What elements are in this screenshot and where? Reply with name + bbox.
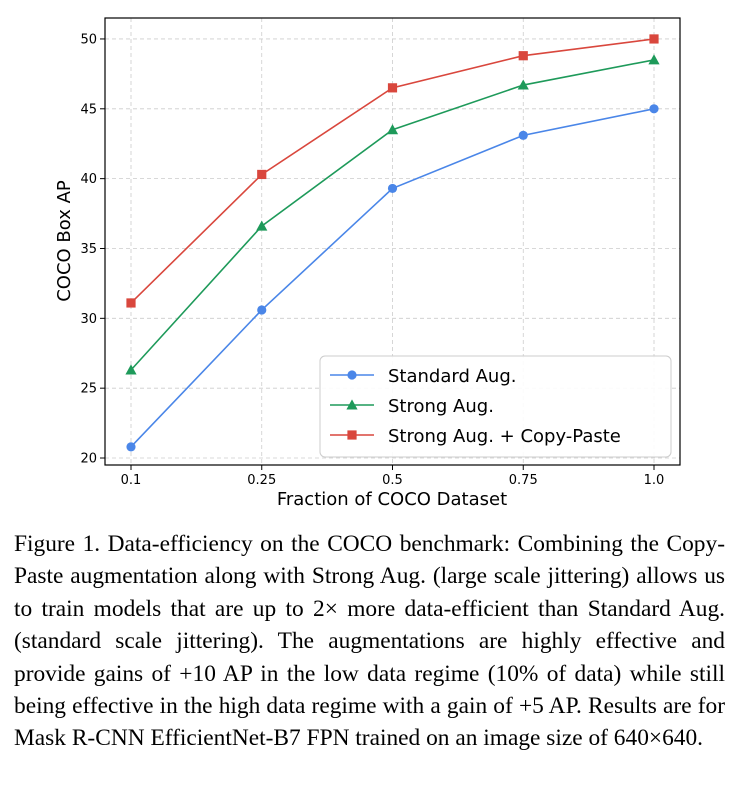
data-point [386, 124, 399, 135]
series-group [125, 34, 660, 452]
figure-caption: Figure 1. Data-efficiency on the COCO be… [14, 531, 725, 752]
data-point [257, 169, 267, 180]
legend-label-strong: Strong Aug. [388, 396, 494, 417]
x-tick-label: 0.25 [247, 473, 276, 488]
y-axis-label: COCO Box AP [54, 180, 75, 302]
y-tick-label: 45 [80, 102, 97, 117]
data-point [257, 305, 267, 315]
axes: 20 25 30 35 40 45 50 0.1 0.25 0.5 0.75 1.0 [80, 32, 664, 488]
data-point [649, 34, 659, 44]
data-point [649, 104, 659, 114]
data-point [648, 54, 660, 65]
data-point [256, 220, 268, 231]
series-3 [126, 34, 659, 308]
data-point [126, 442, 136, 452]
legend-marker [347, 370, 357, 380]
legend-marker [347, 430, 357, 440]
legend-label-copy-paste: Strong Aug. + Copy-Paste [388, 426, 621, 447]
x-tick-label: 0.1 [121, 473, 142, 488]
x-tick-label: 0.5 [382, 473, 403, 488]
x-axis-label: Fraction of COCO Dataset [277, 489, 507, 510]
data-point [126, 298, 136, 308]
y-tick-label: 20 [80, 452, 97, 467]
data-point [125, 364, 137, 375]
y-tick-label: 50 [80, 32, 97, 47]
y-tick-label: 40 [80, 172, 97, 187]
legend: Standard Aug. Strong Aug. Strong Aug. + … [319, 355, 672, 458]
y-tick-label: 25 [80, 382, 97, 397]
legend-marker [346, 399, 358, 410]
data-point [517, 79, 529, 90]
x-tick-label: 0.75 [509, 473, 538, 488]
y-tick-label: 30 [80, 312, 97, 327]
y-tick-label: 35 [80, 242, 97, 257]
data-point [518, 51, 528, 61]
legend-box [319, 355, 672, 458]
legend-label-standard: Standard Aug. [388, 366, 516, 387]
data-point [387, 183, 398, 194]
series-1 [126, 104, 659, 452]
data-point [518, 130, 528, 140]
x-tick-label: 1.0 [644, 473, 665, 488]
series-2 [125, 54, 660, 375]
data-point [387, 83, 398, 93]
